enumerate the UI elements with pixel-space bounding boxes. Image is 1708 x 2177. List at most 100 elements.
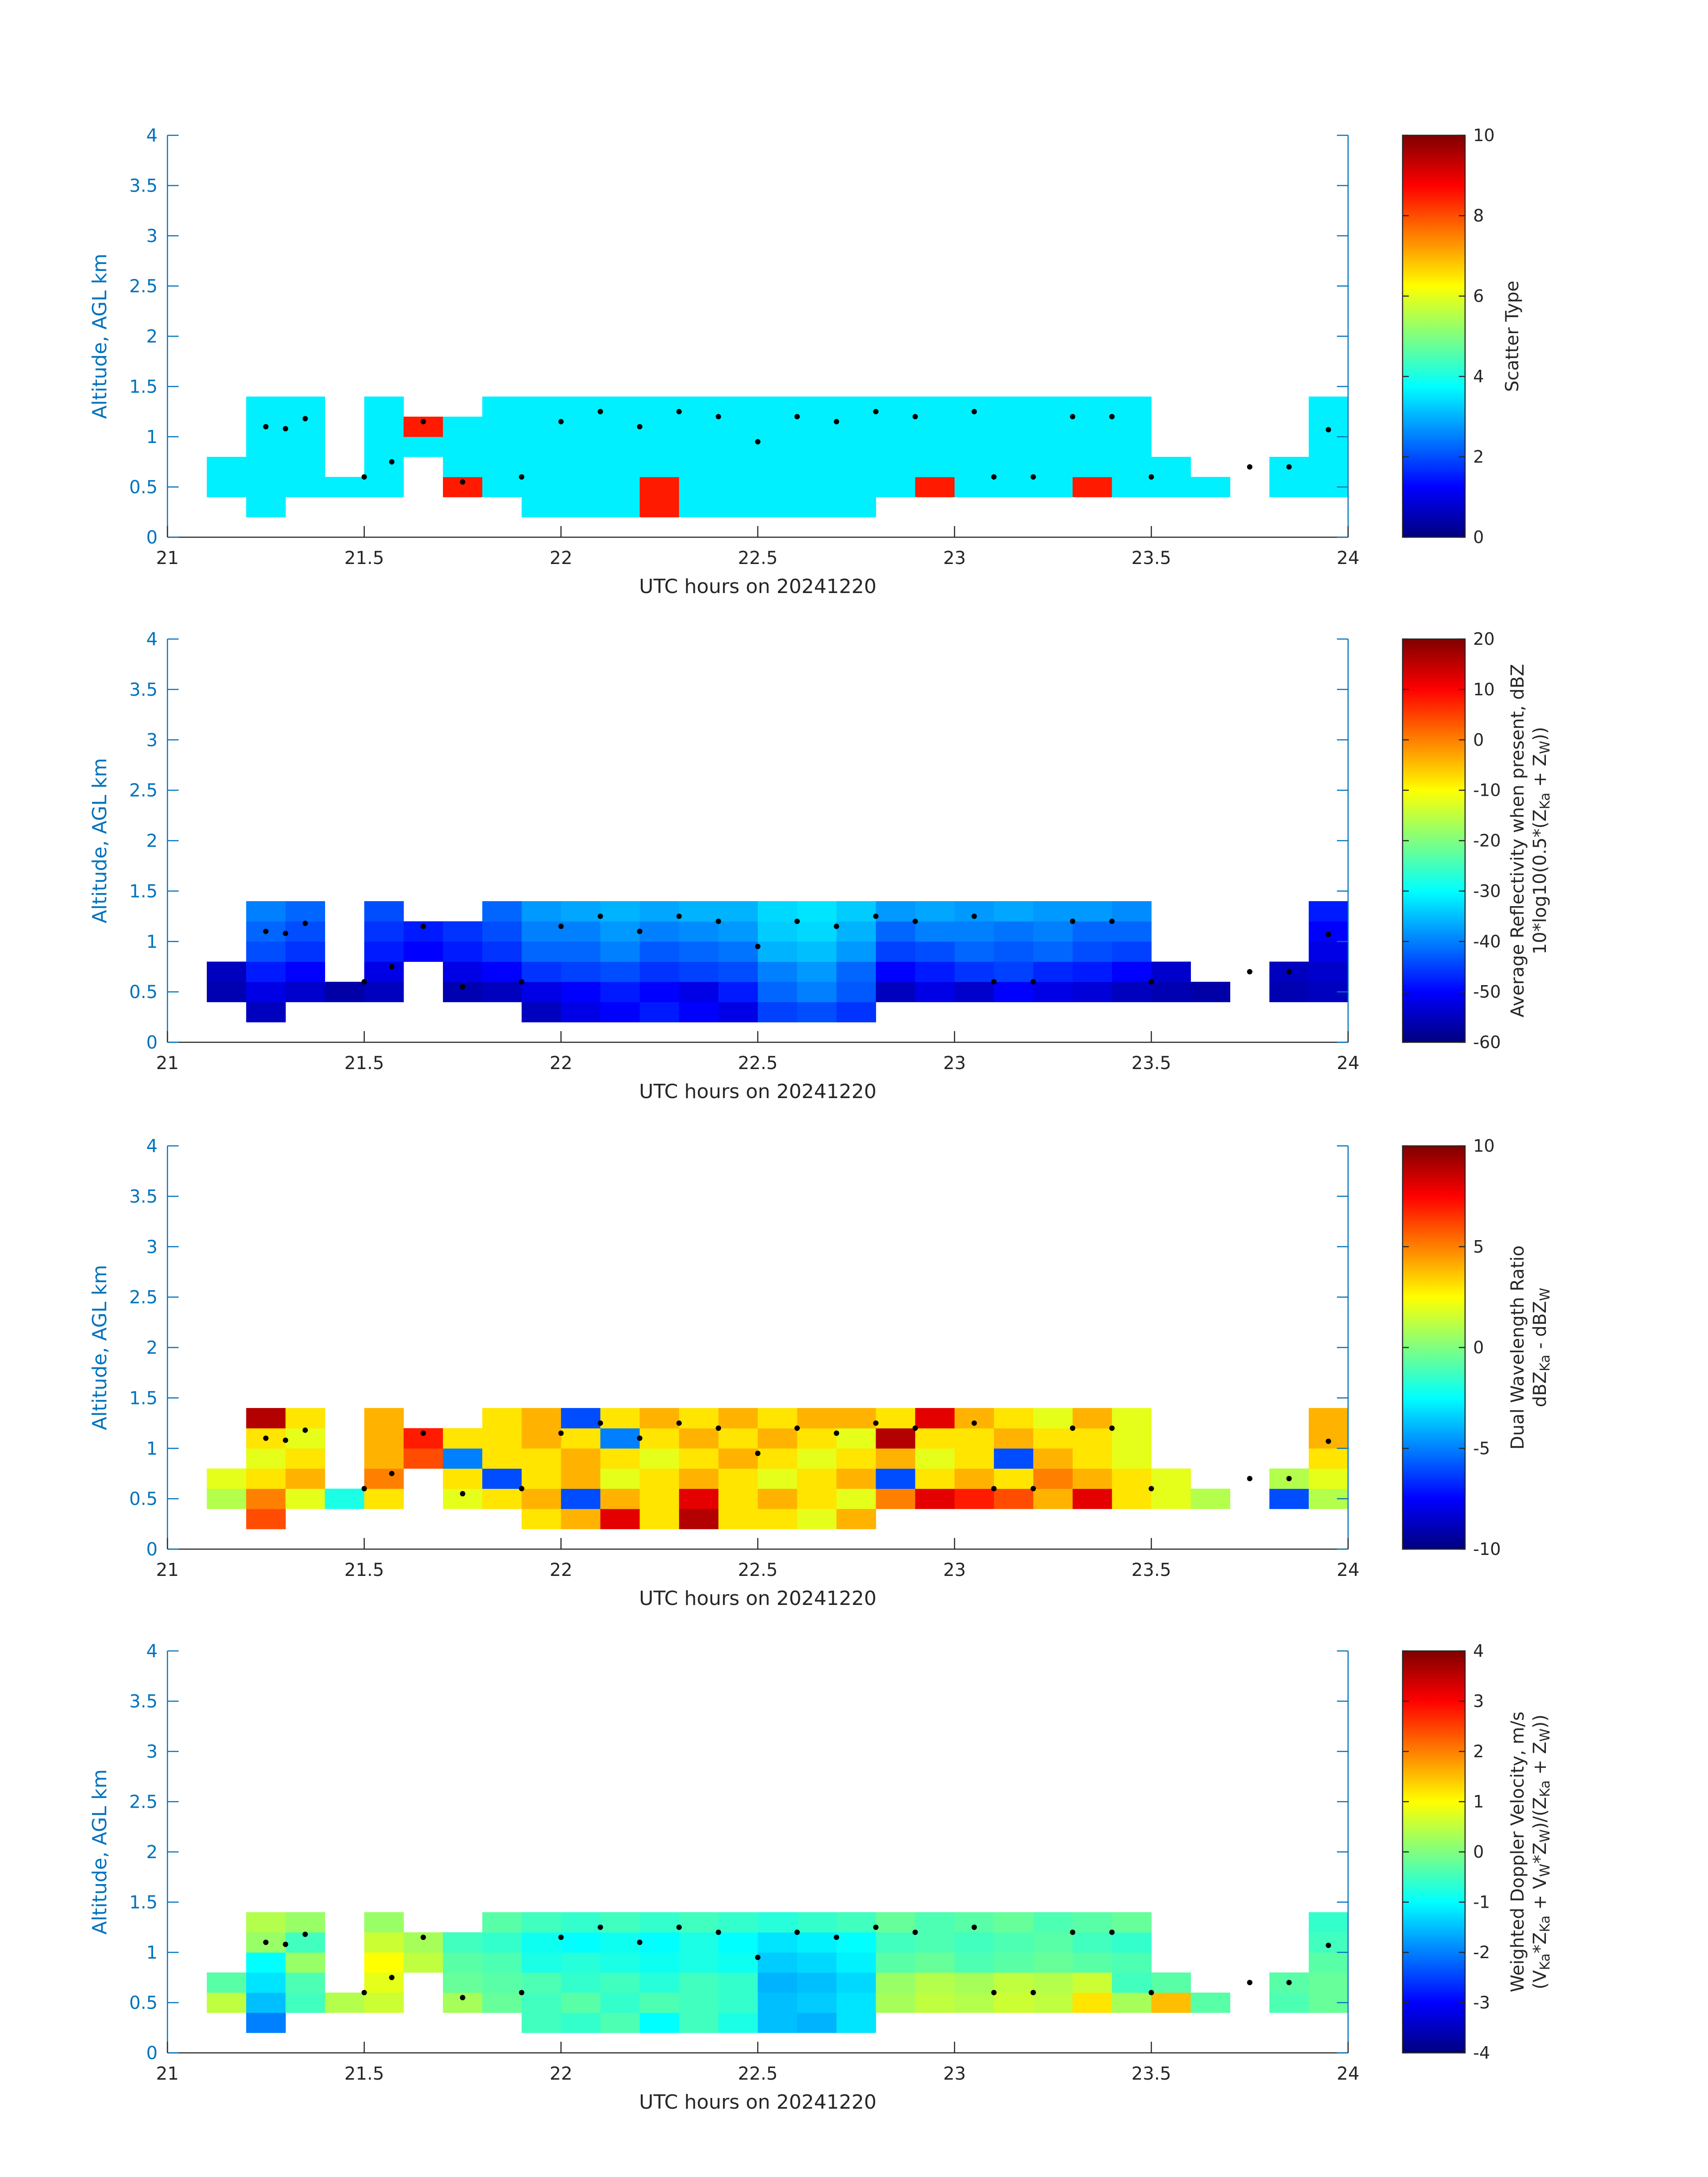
marker [1070, 414, 1076, 419]
cell [915, 1972, 955, 1993]
cell [954, 1488, 994, 1509]
cell [639, 1972, 680, 1993]
cell [285, 1408, 326, 1429]
cell [561, 1002, 601, 1023]
cell [639, 1912, 680, 1933]
cell [246, 1002, 286, 1023]
cell [718, 961, 758, 982]
y-tick-label: 4 [146, 1136, 158, 1157]
y-tick-label: 0 [146, 2043, 158, 2064]
y-axis-label: Altitude, AGL km [88, 1769, 111, 1935]
cell [718, 1408, 758, 1429]
marker [971, 913, 977, 919]
cell [836, 1488, 876, 1509]
cell [915, 982, 955, 1003]
cell [207, 961, 246, 982]
colorbar-label: Dual Wavelength Ratio [1508, 1245, 1528, 1450]
label-subscript: W [1537, 741, 1553, 754]
cell [561, 397, 601, 417]
cell [364, 1468, 404, 1489]
cell [600, 1972, 640, 1993]
cell [482, 982, 522, 1003]
cell [1033, 1912, 1073, 1933]
marker [283, 1437, 288, 1443]
cell [994, 921, 1034, 942]
cell [1033, 941, 1073, 962]
label-text: dBZ [1530, 1371, 1550, 1407]
cell [797, 941, 837, 962]
cell [1112, 1428, 1152, 1449]
cell [758, 921, 798, 942]
cell [1190, 982, 1231, 1003]
cell [915, 1468, 955, 1489]
cell [1112, 901, 1152, 922]
colorbar-tick-label: -4 [1473, 2043, 1490, 2063]
cell [522, 901, 561, 922]
cell [246, 2013, 286, 2033]
y-axis-label: Altitude, AGL km [88, 758, 111, 923]
cell [994, 1993, 1034, 2013]
cell [836, 941, 876, 962]
cell [718, 1428, 758, 1449]
cell [915, 941, 955, 962]
marker [1286, 1475, 1292, 1481]
label-subscript: W [1537, 1864, 1553, 1877]
cell [600, 982, 640, 1003]
cell [1112, 1972, 1152, 1993]
colorbar [1402, 1650, 1466, 2054]
cell [876, 457, 916, 477]
cell [1073, 1932, 1112, 1953]
cell [482, 1408, 522, 1429]
label-text: )) [1530, 1714, 1550, 1728]
cell [482, 397, 522, 417]
marker [420, 1935, 426, 1940]
label-subscript: Ka [1537, 1953, 1553, 1970]
cell [207, 1468, 246, 1489]
cell [364, 1993, 404, 2013]
cell [797, 1448, 837, 1469]
cell [1308, 1428, 1349, 1449]
cell [522, 1912, 561, 1933]
cell [522, 1428, 561, 1449]
marker [302, 920, 308, 926]
cell [600, 921, 640, 942]
cell [758, 982, 798, 1003]
marker [263, 424, 269, 430]
cell [954, 1932, 994, 1953]
cell [1073, 1408, 1112, 1429]
marker [676, 409, 682, 414]
cell [600, 1448, 640, 1469]
cell [639, 397, 680, 417]
marker [283, 1942, 288, 1947]
cell [522, 982, 561, 1003]
cell [876, 477, 916, 497]
y-tick-label: 1 [146, 932, 158, 952]
marker [1325, 932, 1331, 937]
cell [679, 1448, 719, 1469]
cell [600, 901, 640, 922]
cell [522, 1448, 561, 1469]
cell [1033, 1952, 1073, 1973]
marker [558, 419, 564, 425]
marker [637, 424, 643, 430]
cell [1073, 901, 1112, 922]
cell [443, 921, 483, 942]
y-axis-label: Altitude, AGL km [88, 1265, 111, 1430]
cell [758, 497, 798, 518]
cell [718, 1932, 758, 1953]
y-tick-label: 0 [146, 527, 158, 548]
cell [679, 982, 719, 1003]
cell [246, 1488, 286, 1509]
cell [679, 2013, 719, 2033]
cell [561, 982, 601, 1003]
marker [1247, 1475, 1253, 1481]
cell [246, 1448, 286, 1469]
x-tick-label: 23 [943, 1053, 966, 1074]
marker [873, 1924, 879, 1930]
cell [561, 1952, 601, 1973]
cell [1033, 901, 1073, 922]
cell [876, 1488, 916, 1509]
cell [1269, 982, 1309, 1003]
cell [561, 1428, 601, 1449]
